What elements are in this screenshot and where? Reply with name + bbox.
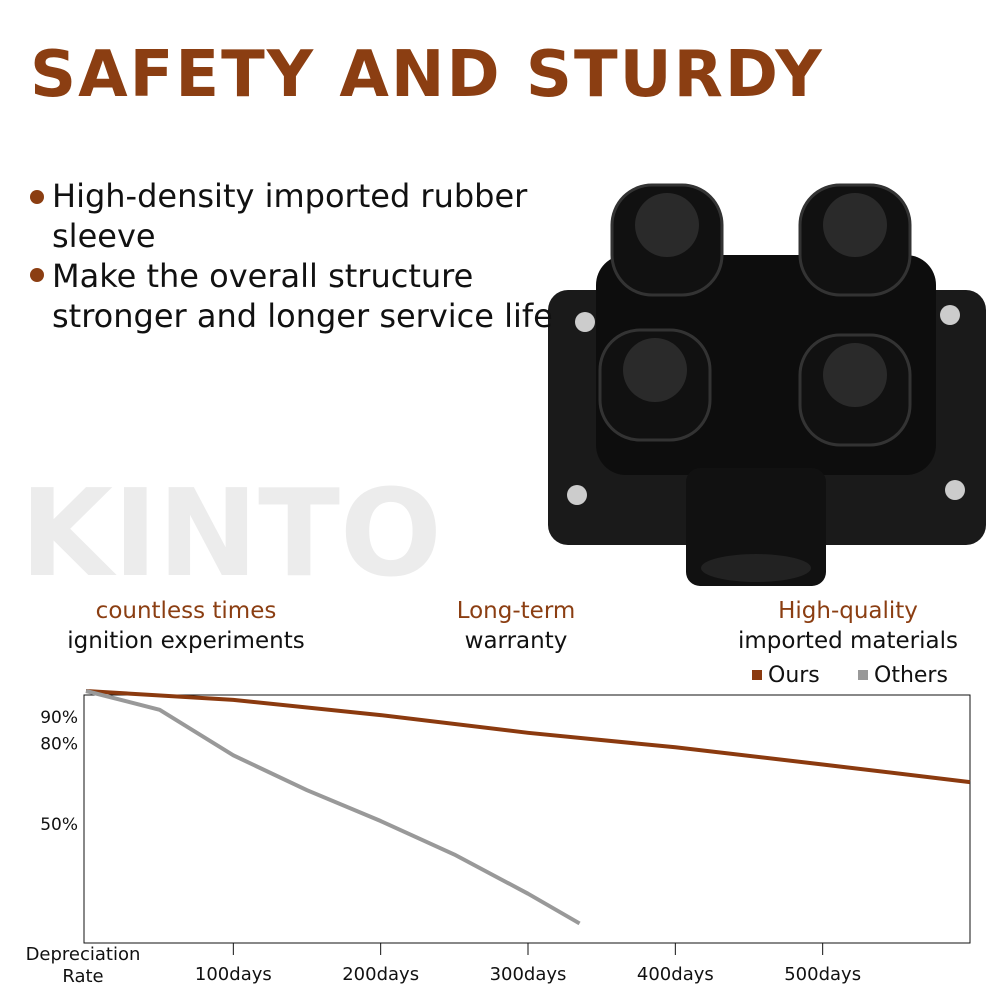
feature: Long-term warranty (366, 596, 666, 656)
x-tick-label: 300days (490, 964, 567, 985)
x-tick-label: 400days (637, 964, 714, 985)
legend-swatch (858, 670, 868, 680)
feature-text: ignition experiments (67, 628, 305, 654)
series-line (85, 689, 581, 926)
legend-swatch (752, 670, 762, 680)
bullet-dot (30, 268, 44, 282)
product-image (548, 183, 986, 586)
title: SAFETY AND STURDY (30, 38, 824, 112)
bullet-text: Make the overall structure stronger and … (52, 257, 553, 335)
feature-highlight: Long-term (456, 598, 576, 624)
x-tick-label: 100days (195, 964, 272, 985)
plot-frame (83, 694, 971, 944)
legend-label: Ours (768, 663, 820, 688)
feature-text: warranty (464, 628, 568, 654)
feature-highlight: countless times (95, 598, 277, 624)
watermark: KINTO (20, 465, 442, 604)
feature-text: imported materials (738, 628, 958, 654)
y-axis-label: Depreciation Rate (25, 944, 141, 987)
bullet-text: High-density imported rubber sleeve (52, 177, 528, 255)
y-tick-label: 80% (40, 735, 78, 755)
y-tick-label: 90% (40, 708, 78, 728)
feature-highlight: High-quality (778, 598, 918, 624)
feature: High-quality imported materials (698, 596, 998, 656)
feature: countless times ignition experiments (36, 596, 336, 656)
x-tick-label: 200days (342, 964, 419, 985)
chart: 90% 80% 50% 100days 200days 300days 400days 500… (40, 663, 971, 985)
series-line (85, 689, 971, 785)
legend-label: Others (874, 663, 948, 688)
x-tick-label: 500days (784, 964, 861, 985)
bullet-dot (30, 190, 44, 204)
y-tick-label: 50% (40, 815, 78, 835)
